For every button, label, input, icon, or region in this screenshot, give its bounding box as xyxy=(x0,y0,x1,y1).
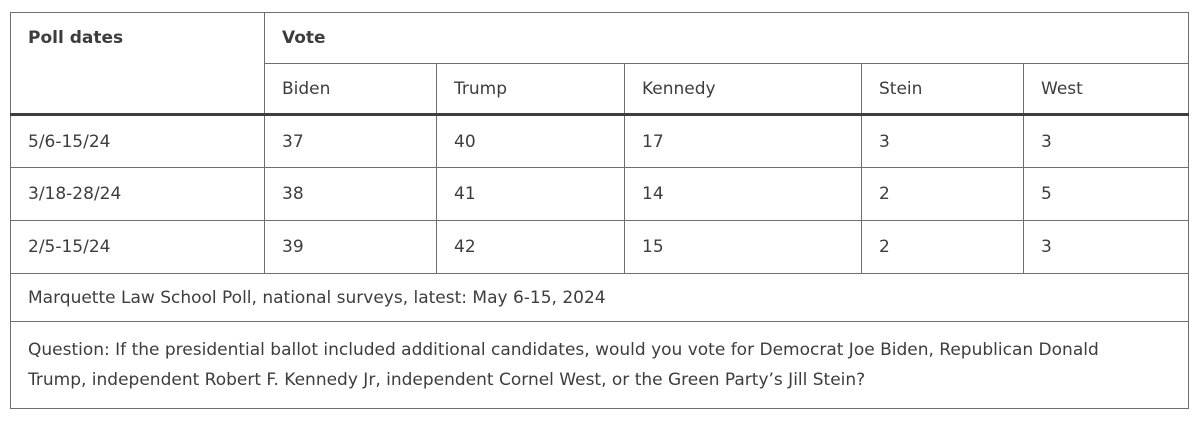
value-cell-stein: 2 xyxy=(861,167,1024,221)
header-poll-dates: Poll dates xyxy=(10,12,265,115)
header-row-candidates: Biden Trump Kennedy Stein West xyxy=(11,63,1190,115)
value-cell-stein: 3 xyxy=(861,113,1024,168)
table-row: 3/18-28/24 38 41 14 2 5 xyxy=(10,167,1190,221)
value-cell-trump: 42 xyxy=(436,220,625,274)
source-note: Marquette Law School Poll, national surv… xyxy=(9,273,1190,322)
poll-date-cell: 3/18-28/24 xyxy=(10,167,265,221)
question-note: Question: If the presidential ballot inc… xyxy=(9,321,1190,409)
poll-date-cell: 2/5-15/24 xyxy=(10,220,265,274)
poll-date-cell: 5/6-15/24 xyxy=(10,113,265,168)
column-header-stein: Stein xyxy=(861,63,1024,115)
value-cell-stein: 2 xyxy=(861,220,1024,274)
poll-results-table: Poll dates Vote Biden Trump Kennedy Stei… xyxy=(9,12,1190,409)
value-cell-west: 5 xyxy=(1022,167,1190,221)
value-cell-biden: 37 xyxy=(264,113,437,168)
value-cell-west: 3 xyxy=(1022,220,1190,274)
value-cell-kennedy: 14 xyxy=(624,167,862,221)
value-cell-kennedy: 17 xyxy=(624,113,862,168)
value-cell-trump: 40 xyxy=(436,113,625,168)
header-vote-group: Vote xyxy=(263,12,1190,64)
header-row-group: Poll dates Vote xyxy=(10,12,1190,115)
question-text: Question: If the presidential ballot inc… xyxy=(28,340,1099,390)
source-row: Marquette Law School Poll, national surv… xyxy=(9,273,1190,322)
value-cell-kennedy: 15 xyxy=(624,220,862,274)
value-cell-biden: 38 xyxy=(264,167,437,221)
column-header-west: West xyxy=(1022,63,1190,115)
table-row: 5/6-15/24 37 40 17 3 3 xyxy=(10,113,1190,168)
value-cell-west: 3 xyxy=(1022,113,1190,168)
question-row: Question: If the presidential ballot inc… xyxy=(9,321,1190,409)
value-cell-trump: 41 xyxy=(436,167,625,221)
column-header-trump: Trump xyxy=(436,63,625,115)
column-header-kennedy: Kennedy xyxy=(624,63,862,115)
value-cell-biden: 39 xyxy=(264,220,437,274)
column-header-biden: Biden xyxy=(264,63,437,115)
table-row: 2/5-15/24 39 42 15 2 3 xyxy=(10,220,1190,274)
